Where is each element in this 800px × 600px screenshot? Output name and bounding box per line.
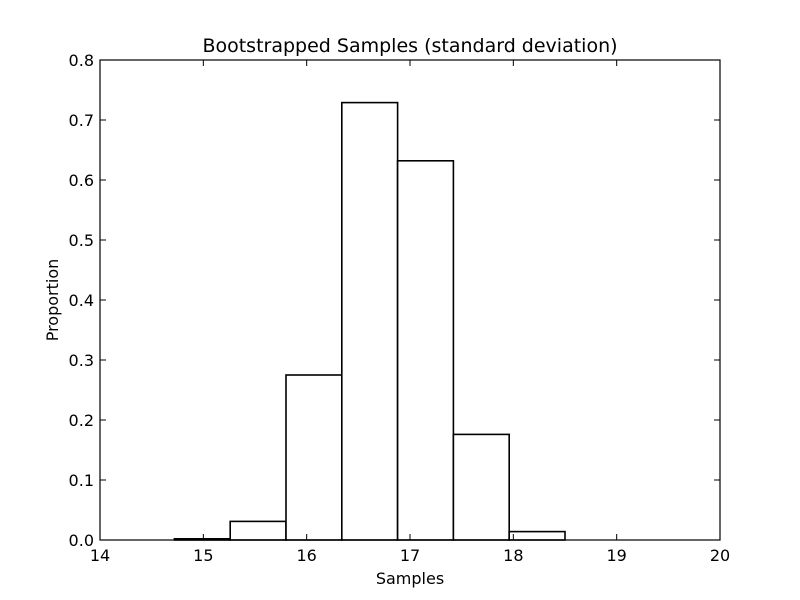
x-tick-label: 20 <box>710 546 730 565</box>
y-tick-label: 0.3 <box>69 351 94 370</box>
bars-group <box>173 101 566 541</box>
histogram-bar <box>340 101 399 541</box>
histogram-bar <box>229 520 287 541</box>
y-tick-label: 0.6 <box>69 171 94 190</box>
y-tick-label: 0.7 <box>69 111 94 130</box>
x-tick-label: 19 <box>606 546 626 565</box>
x-tick-label: 18 <box>503 546 523 565</box>
x-tick-label: 16 <box>296 546 316 565</box>
x-tick-label: 15 <box>193 546 213 565</box>
y-tick-label: 0.8 <box>69 51 94 70</box>
y-tick-label: 0.5 <box>69 231 94 250</box>
chart-title: Bootstrapped Samples (standard deviation… <box>202 35 617 57</box>
histogram-bar <box>452 433 510 541</box>
y-tick-label: 0.0 <box>69 531 94 550</box>
histogram-bar <box>396 160 455 541</box>
y-tick-label: 0.2 <box>69 411 94 430</box>
x-axis-label: Samples <box>376 569 444 588</box>
histogram-bar <box>285 374 343 541</box>
x-tick-label: 14 <box>90 546 110 565</box>
y-axis-label: Proportion <box>43 259 62 342</box>
y-tick-label: 0.1 <box>69 471 94 490</box>
plot-frame <box>99 59 721 541</box>
x-tick-label: 17 <box>400 546 420 565</box>
y-tick-label: 0.4 <box>69 291 94 310</box>
ticks-group: 14 15 16 17 18 19 20 0.0 0.1 0.2 0.3 0.4 0.5 0.6 0.7 0.… <box>69 51 731 565</box>
histogram-bar <box>508 530 566 541</box>
